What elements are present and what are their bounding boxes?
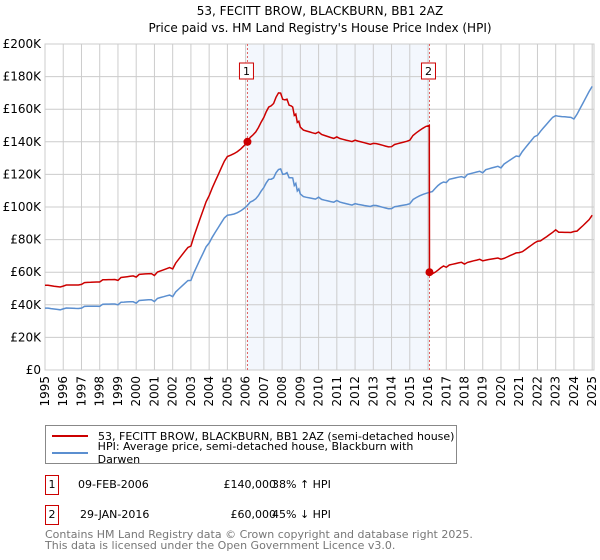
y-tick-label: £40K <box>10 298 42 312</box>
sale-point <box>243 137 252 146</box>
x-tick-label: 2016 <box>421 376 435 407</box>
x-tick-label: 2007 <box>257 376 271 407</box>
x-tick-label: 2019 <box>476 376 490 407</box>
property-price-line <box>44 92 593 288</box>
x-tick-label: 2022 <box>530 376 544 407</box>
x-tick-label: 2010 <box>312 376 326 407</box>
y-tick-label: £140K <box>3 135 43 149</box>
y-tick-label: £60K <box>10 265 42 279</box>
hpi-line <box>45 86 593 311</box>
transaction-price: £140,000 <box>223 478 277 491</box>
chart-title: 53, FECITT BROW, BLACKBURN, BB1 2AZ <box>197 4 443 18</box>
footer-copyright: Contains HM Land Registry data © Crown c… <box>45 528 473 541</box>
x-tick-label: 2002 <box>166 376 180 407</box>
x-tick-label: 2018 <box>458 376 472 407</box>
legend: 53, FECITT BROW, BLACKBURN, BB1 2AZ (sem… <box>45 425 457 466</box>
x-tick-label: 1997 <box>74 376 88 407</box>
transaction-date: 09-FEB-2006 <box>78 478 149 491</box>
x-tick-label: 2024 <box>567 376 581 407</box>
y-tick-label: £0 <box>26 363 41 377</box>
x-tick-label: 2015 <box>403 376 417 407</box>
x-tick-label: 2009 <box>293 376 307 407</box>
transaction-row: 1 09-FEB-2006 £140,000 38% ↑ HPI <box>45 475 545 495</box>
transaction-row: 2 29-JAN-2016 £60,000 45% ↓ HPI <box>45 505 545 525</box>
sale-label: 1 <box>243 65 250 78</box>
x-tick-label: 1998 <box>93 376 107 407</box>
x-tick-label: 1995 <box>38 376 52 407</box>
marker-badge: 2 <box>45 505 59 525</box>
marker-badge: 1 <box>45 475 59 495</box>
legend-swatch <box>52 435 88 437</box>
sale-label-box <box>238 62 254 80</box>
legend-item-property: 53, FECITT BROW, BLACKBURN, BB1 2AZ (sem… <box>46 428 454 444</box>
x-tick-label: 2001 <box>147 376 161 407</box>
x-tick-label: 1999 <box>111 376 125 407</box>
sale-label: 2 <box>425 65 432 78</box>
x-tick-label: 2017 <box>439 376 453 407</box>
legend-item-hpi: HPI: Average price, semi-detached house,… <box>46 440 456 466</box>
y-tick-label: £80K <box>10 233 42 247</box>
x-tick-label: 2025 <box>585 376 599 407</box>
x-tick-label: 2020 <box>494 376 508 407</box>
y-tick-label: £200K <box>3 37 43 51</box>
price-chart: 53, FECITT BROW, BLACKBURN, BB1 2AZ Pric… <box>3 4 600 407</box>
sale-label-box <box>420 62 436 80</box>
transaction-delta: 45% ↓ HPI <box>272 508 331 521</box>
y-tick-label: £160K <box>3 102 43 116</box>
chart-subtitle: Price paid vs. HM Land Registry's House … <box>148 21 491 35</box>
x-tick-label: 2014 <box>385 376 399 407</box>
x-tick-label: 2005 <box>220 376 234 407</box>
x-tick-label: 2003 <box>184 376 198 407</box>
y-tick-label: £20K <box>10 330 42 344</box>
x-tick-label: 2004 <box>202 376 216 407</box>
plot-frame <box>44 43 595 371</box>
legend-swatch <box>52 452 88 454</box>
x-tick-label: 2023 <box>549 376 563 407</box>
transaction-price: £60,000 <box>230 508 277 521</box>
y-tick-label: £120K <box>3 167 43 181</box>
x-tick-label: 2008 <box>275 376 289 407</box>
footer-licence: This data is licensed under the Open Gov… <box>45 539 396 552</box>
x-tick-label: 2013 <box>366 376 380 407</box>
x-tick-label: 1996 <box>56 376 70 407</box>
x-tick-label: 2006 <box>239 376 253 407</box>
footer: Contains HM Land Registry data © Crown c… <box>45 529 473 551</box>
sale-point <box>425 268 434 277</box>
y-tick-label: £100K <box>3 200 43 214</box>
transaction-date: 29-JAN-2016 <box>80 508 150 521</box>
x-tick-label: 2000 <box>129 376 143 407</box>
x-tick-label: 2011 <box>330 376 344 407</box>
transaction-delta: 38% ↑ HPI <box>272 478 331 491</box>
y-tick-label: £180K <box>3 70 43 84</box>
x-tick-label: 2012 <box>348 376 362 407</box>
x-tick-label: 2021 <box>512 376 526 407</box>
legend-label: 53, FECITT BROW, BLACKBURN, BB1 2AZ (sem… <box>98 429 455 443</box>
legend-label: HPI: Average price, semi-detached house,… <box>97 440 414 466</box>
